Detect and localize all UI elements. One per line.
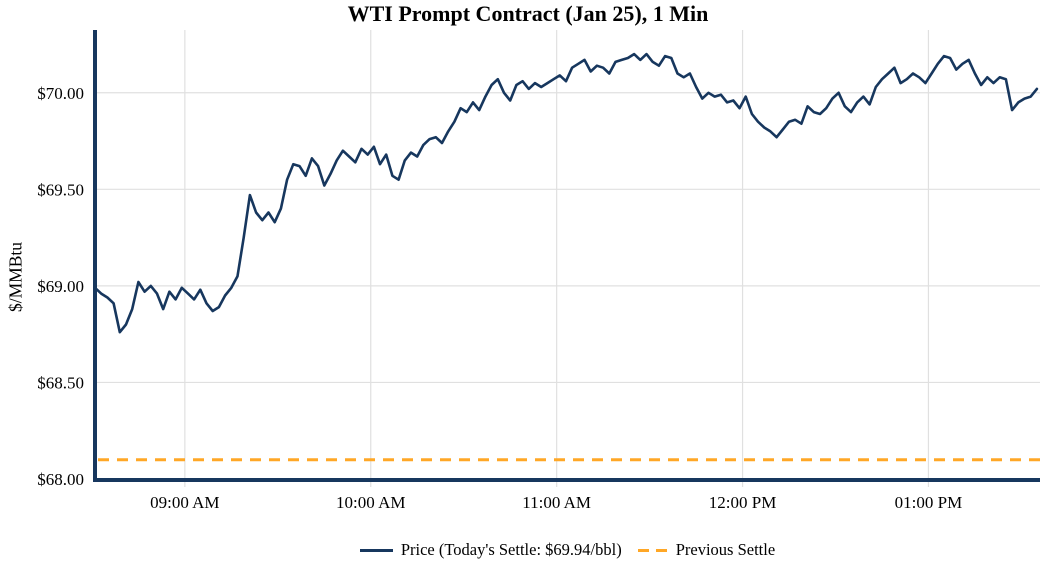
y-tick-label: $69.50: [37, 180, 84, 199]
x-tick-label: 10:00 AM: [336, 493, 405, 512]
plot-area: $68.00 $68.50 $69.00 $69.50 $70.00 09:00 AM 10…: [37, 30, 1040, 512]
price-line: [93, 52, 1039, 334]
previous-settle-legend-dash-icon: [637, 548, 667, 552]
chart-title: WTI Prompt Contract (Jan 25), 1 Min: [347, 1, 709, 26]
x-tick-label: 12:00 PM: [709, 493, 777, 512]
y-tick-label: $70.00: [37, 84, 84, 103]
y-axis-title: $/MMBtu: [5, 241, 26, 313]
x-tick-label: 01:00 PM: [895, 493, 963, 512]
previous-settle-legend-label: Previous Settle: [675, 540, 776, 559]
y-tick-label: $69.00: [37, 277, 84, 296]
price-legend-label: Price (Today's Settle: $69.94/bbl): [400, 540, 622, 559]
x-tick-label: 09:00 AM: [150, 493, 219, 512]
legend: Price (Today's Settle: $69.94/bbl) Previ…: [95, 537, 1040, 563]
price-legend-line-icon: [359, 548, 393, 552]
y-tick-label: $68.50: [37, 373, 84, 392]
x-tick-label: 11:00 AM: [522, 493, 591, 512]
y-tick-label: $68.00: [37, 470, 84, 489]
